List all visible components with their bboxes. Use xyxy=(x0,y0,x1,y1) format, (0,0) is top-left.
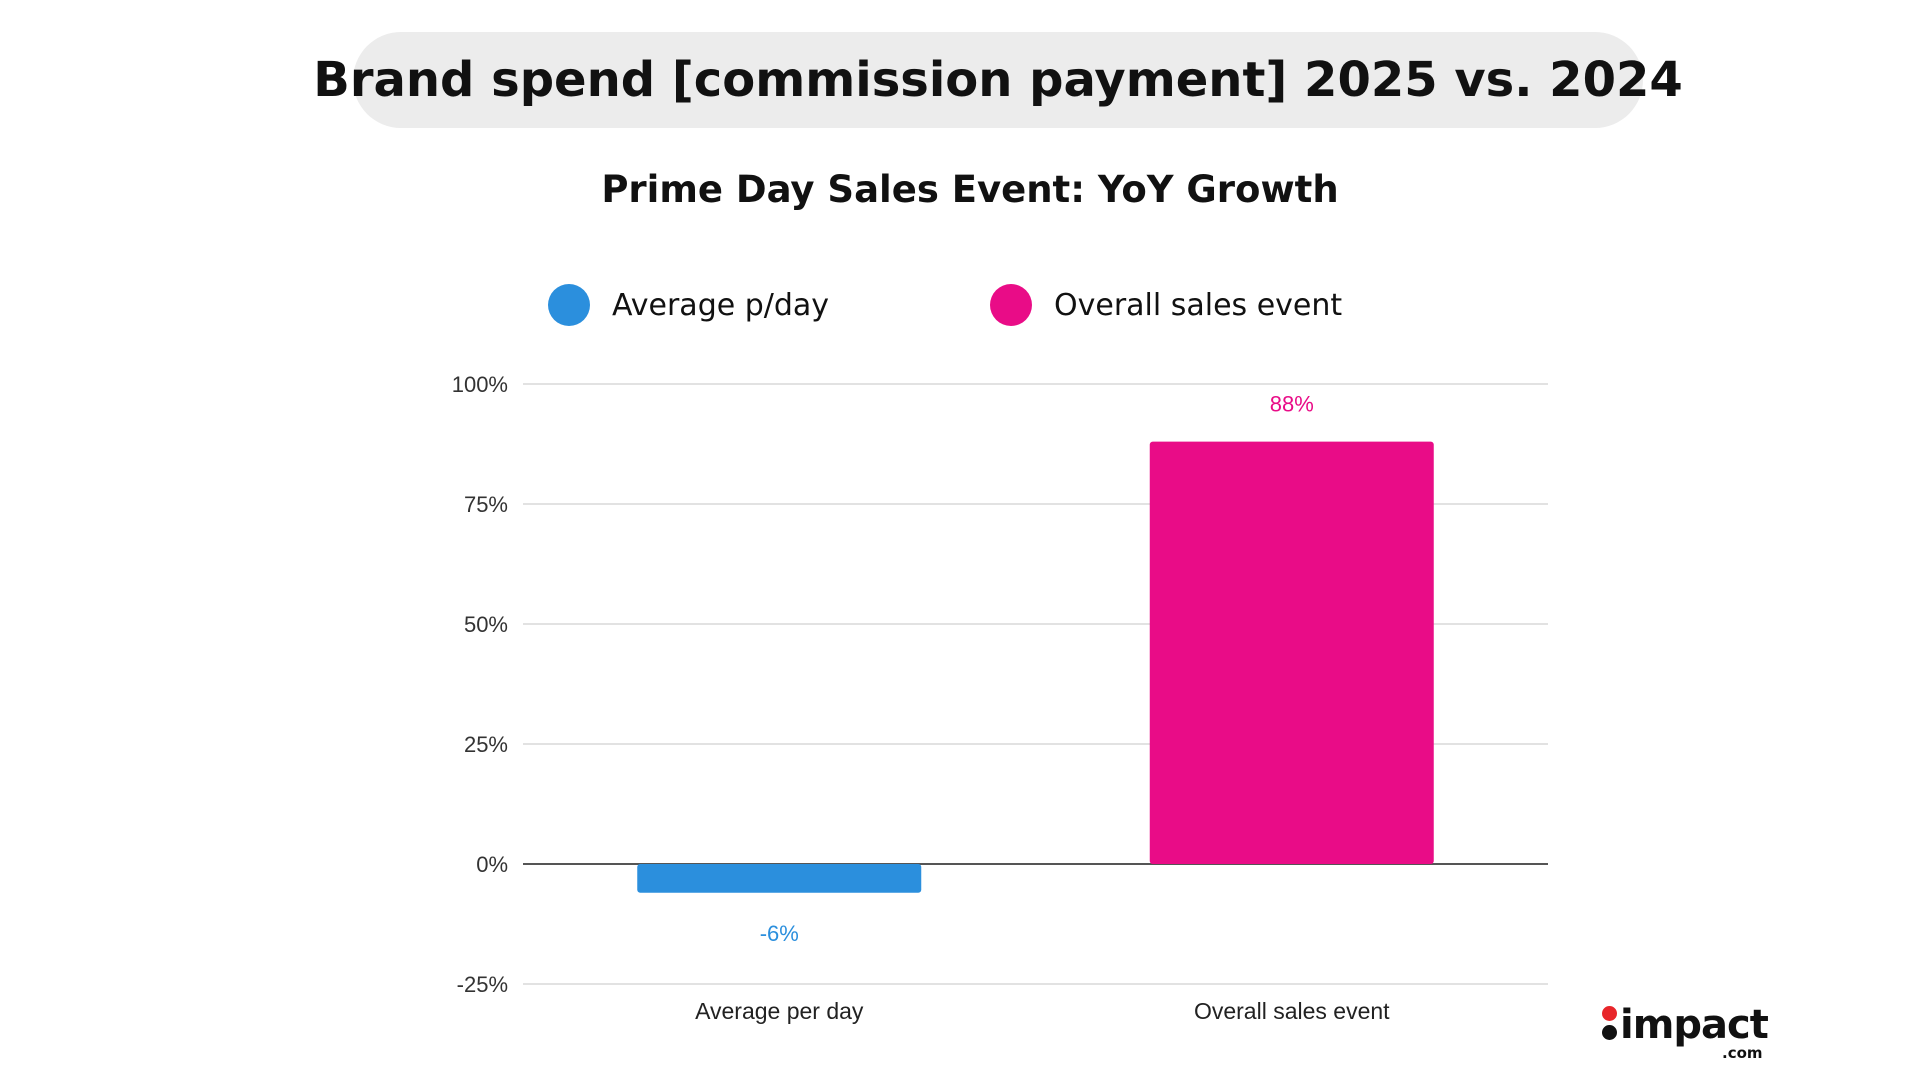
legend-label-overall: Overall sales event xyxy=(1054,287,1343,323)
bar-value-label: 88% xyxy=(1270,392,1314,417)
chart-title: Prime Day Sales Event: YoY Growth xyxy=(601,168,1339,211)
bar-value-label: -6% xyxy=(760,921,799,946)
page-title: Brand spend [commission payment] 2025 vs… xyxy=(313,52,1683,108)
legend-label-average: Average p/day xyxy=(612,287,830,323)
logo-red-dot xyxy=(1602,1006,1617,1021)
y-tick-label: 50% xyxy=(464,612,508,637)
legend-item-overall: Overall sales event xyxy=(990,283,1342,327)
y-tick-label: 0% xyxy=(476,852,508,877)
y-tick-label: 100% xyxy=(452,372,508,397)
bar xyxy=(637,864,922,893)
legend-swatch-average xyxy=(548,284,590,326)
y-tick-label: -25% xyxy=(457,972,508,997)
x-category-label: Overall sales event xyxy=(1194,998,1390,1024)
x-category-label: Average per day xyxy=(695,998,864,1024)
y-tick-label: 75% xyxy=(464,492,508,517)
chart-legend: Average p/day Overall sales event xyxy=(0,283,1920,327)
bar xyxy=(1149,441,1434,864)
legend-item-average: Average p/day xyxy=(548,283,829,327)
impact-logo: impact .com xyxy=(1598,1000,1769,1062)
y-tick-label: 25% xyxy=(464,732,508,757)
logo-black-dot xyxy=(1602,1025,1617,1040)
title-banner: Brand spend [commission payment] 2025 vs… xyxy=(313,32,1683,128)
logo-tld: .com xyxy=(1722,1044,1763,1062)
legend-swatch-overall xyxy=(990,284,1032,326)
logo-wordmark: impact xyxy=(1620,1002,1769,1048)
